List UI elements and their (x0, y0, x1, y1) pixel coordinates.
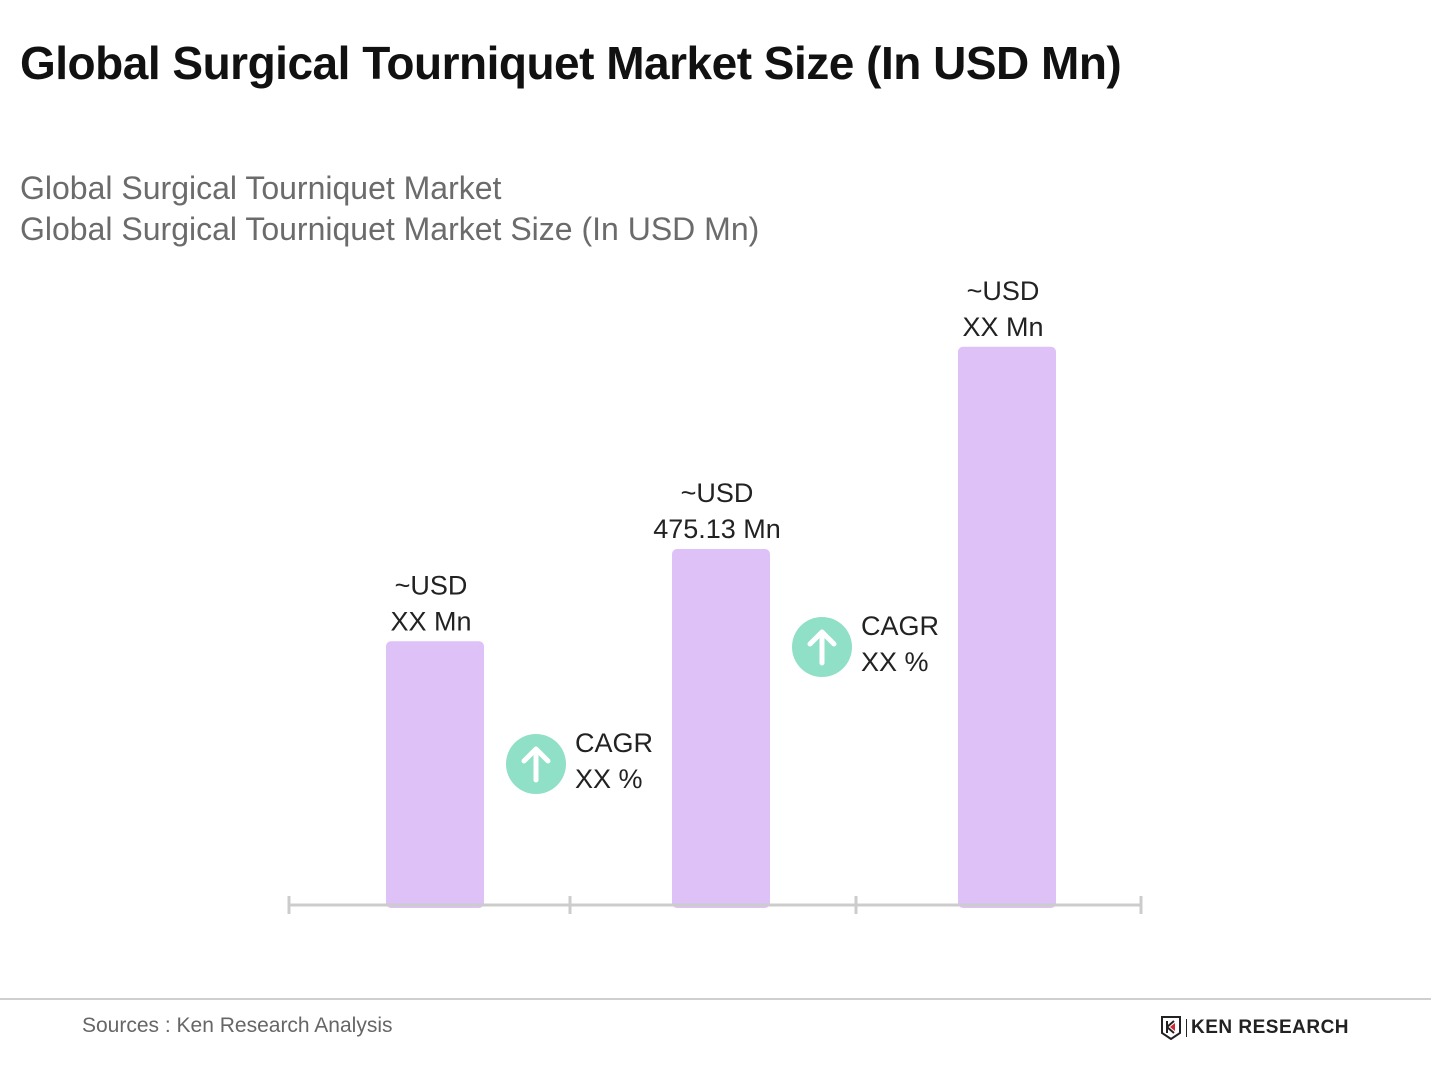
bar-data-label: ~USD (967, 276, 1040, 306)
cagr-value: XX % (575, 764, 643, 794)
chart-subtitle: Global Surgical Tourniquet Market (20, 170, 502, 206)
bar-data-label: 475.13 Mn (653, 514, 781, 544)
arrow-up-icon (521, 746, 551, 783)
page-title: Global Surgical Tourniquet Market Size (… (20, 37, 1122, 89)
bar-data-label: XX Mn (962, 312, 1043, 342)
source-note: Sources : Ken Research Analysis (82, 1014, 393, 1037)
cagr-label: CAGR (575, 728, 653, 758)
bar-data-label: ~USD (395, 570, 468, 600)
arrow-up-icon (807, 629, 837, 666)
footer-divider (0, 998, 1431, 1000)
bar-chart: ~USD XX Mn ~USD 475.13 Mn ~USD XX Mn CAGR XX % C… (287, 276, 1143, 914)
bar (672, 549, 770, 908)
cagr-value: XX % (861, 647, 929, 677)
chart-subtitle-2: Global Surgical Tourniquet Market Size (… (20, 211, 760, 247)
cagr-label: CAGR (861, 611, 939, 641)
bar (958, 346, 1056, 908)
bar (386, 641, 484, 908)
ken-logo-icon (1161, 1016, 1181, 1040)
logo-text: KEN RESEARCH (1191, 1017, 1350, 1038)
bar-data-label: ~USD (681, 478, 754, 508)
bar-data-label: XX Mn (390, 606, 471, 636)
ken-research-logo: KEN RESEARCH (1160, 1016, 1349, 1040)
